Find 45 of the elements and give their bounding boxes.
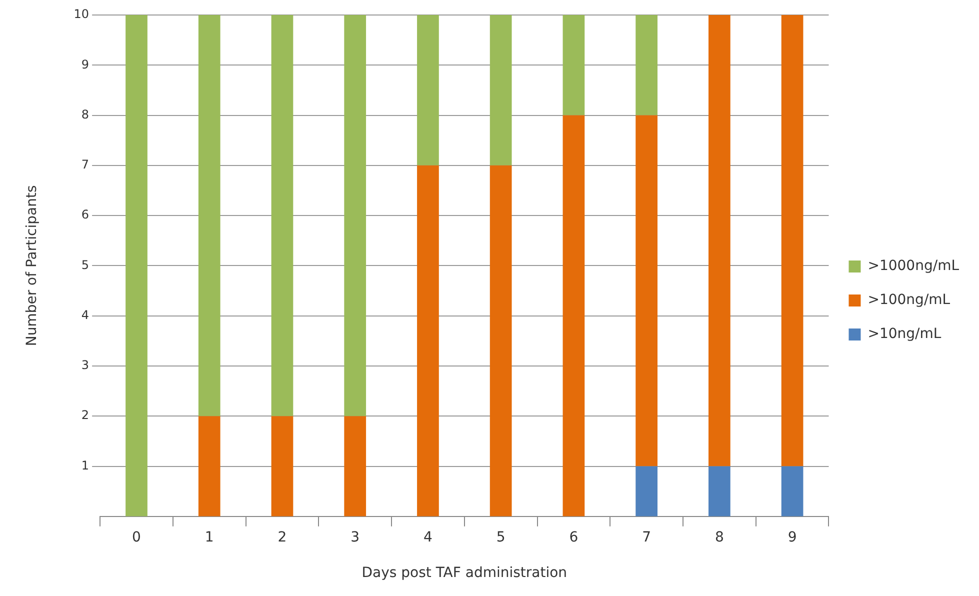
bar — [562, 15, 585, 116]
x-tick-label: 2 — [278, 529, 287, 546]
bar — [271, 15, 294, 416]
y-tick-label: 4 — [81, 308, 90, 322]
bar — [344, 416, 366, 516]
bar — [126, 15, 148, 516]
x-tick-label: 5 — [496, 529, 506, 546]
x-tick-label: 0 — [132, 529, 141, 546]
x-tick-label: 7 — [642, 529, 652, 546]
x-tick-label: 3 — [350, 529, 360, 546]
y-axis-title: Number of Participants — [24, 185, 40, 346]
bar — [271, 416, 294, 516]
bar — [562, 115, 585, 516]
bar — [490, 15, 512, 166]
bar — [490, 165, 512, 516]
bar — [636, 115, 658, 466]
x-tick-label: 9 — [788, 529, 797, 546]
legend-label: >10ng/mL — [868, 326, 942, 342]
x-tick-label: 6 — [569, 529, 578, 546]
legend-label: >100ng/mL — [868, 292, 950, 308]
y-tick-label: 7 — [81, 158, 90, 172]
bar — [708, 15, 730, 466]
y-tick-label: 3 — [81, 358, 90, 372]
y-tick-label: 1 — [81, 458, 90, 472]
x-tick-label: 4 — [424, 529, 433, 546]
y-tick-label: 9 — [81, 57, 90, 72]
y-tick-label: 6 — [81, 208, 90, 222]
x-axis-title: Days post TAF administration — [362, 565, 568, 582]
bar — [198, 416, 220, 516]
x-tick-label: 1 — [204, 529, 214, 546]
bar — [417, 165, 439, 516]
bar — [417, 15, 439, 166]
bar — [708, 466, 730, 516]
bar — [636, 15, 658, 116]
bar — [636, 466, 658, 516]
bar — [344, 15, 366, 416]
y-tick-label: 10 — [74, 7, 90, 22]
legend-label: >1000ng/mL — [868, 258, 960, 274]
y-tick-label: 8 — [81, 107, 90, 122]
y-tick-label: 5 — [81, 258, 90, 272]
x-tick-label: 8 — [714, 529, 724, 546]
bar — [781, 15, 804, 466]
y-tick-label: 2 — [81, 408, 90, 422]
bar — [781, 466, 804, 516]
bar — [198, 15, 220, 416]
